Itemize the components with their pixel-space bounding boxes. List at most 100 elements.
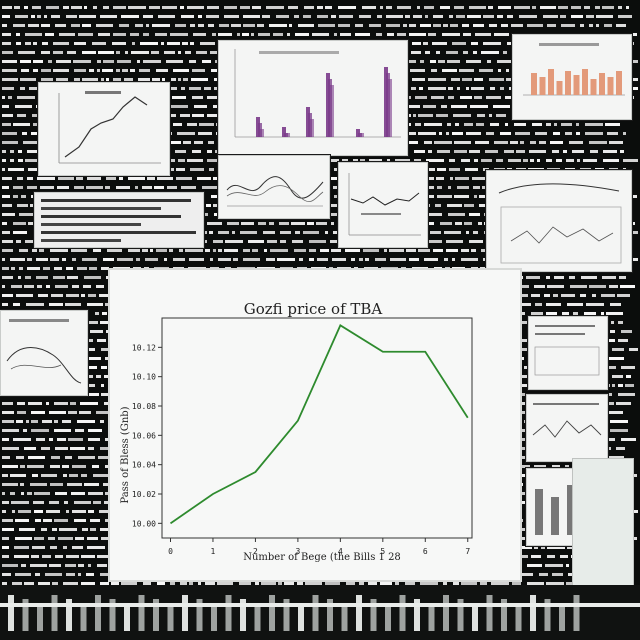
- background-text-mark: [24, 582, 34, 585]
- background-text-mark: [618, 393, 635, 396]
- background-text-mark: [459, 69, 474, 72]
- background-text-mark: [520, 375, 530, 378]
- background-text-mark: [280, 231, 291, 234]
- background-text-mark: [48, 60, 52, 63]
- background-text-mark: [520, 141, 524, 144]
- background-text-mark: [456, 15, 465, 18]
- background-text-mark: [534, 465, 546, 468]
- background-text-mark: [43, 519, 52, 522]
- background-text-mark: [453, 114, 471, 117]
- background-text-mark: [218, 33, 232, 36]
- background-text-mark: [198, 15, 202, 18]
- background-text-mark: [522, 555, 528, 558]
- background-text-mark: [75, 429, 84, 432]
- background-text-mark: [209, 168, 214, 171]
- background-text-mark: [98, 456, 112, 459]
- background-text-mark: [303, 231, 319, 234]
- background-text-mark: [472, 177, 487, 180]
- background-text-mark: [170, 582, 175, 585]
- background-text-mark: [58, 177, 74, 180]
- bottom-decoration: [0, 585, 640, 640]
- background-text-mark: [258, 33, 270, 36]
- background-text-mark: [19, 267, 23, 270]
- background-text-mark: [18, 150, 22, 153]
- background-text-mark: [387, 159, 390, 162]
- background-text-mark: [618, 6, 622, 9]
- background-text-mark: [66, 573, 75, 576]
- background-text-mark: [592, 294, 596, 297]
- background-text-mark: [13, 438, 31, 441]
- background-text-mark: [506, 69, 509, 72]
- background-text-mark: [504, 150, 514, 153]
- background-text-mark: [269, 24, 287, 27]
- background-text-mark: [317, 258, 328, 261]
- background-text-mark: [202, 60, 211, 63]
- background-text-mark: [81, 474, 87, 477]
- background-text-mark: [99, 294, 115, 297]
- background-text-mark: [526, 276, 540, 279]
- background-text-mark: [312, 33, 329, 36]
- background-text-mark: [345, 249, 360, 252]
- orange-bar: [539, 77, 546, 95]
- background-text-mark: [185, 249, 203, 252]
- background-text-mark: [523, 159, 528, 162]
- background-text-mark: [74, 78, 80, 81]
- background-text-mark: [205, 249, 210, 252]
- background-text-mark: [474, 78, 483, 81]
- background-text-mark: [473, 186, 480, 189]
- background-text-mark: [330, 240, 343, 243]
- background-text-mark: [57, 186, 69, 189]
- background-text-mark: [18, 510, 31, 513]
- background-text-mark: [15, 519, 29, 522]
- background-text-mark: [95, 312, 99, 315]
- background-text-mark: [620, 285, 635, 288]
- background-text-mark: [12, 510, 15, 513]
- background-text-mark: [20, 483, 24, 486]
- background-text-mark: [270, 249, 288, 252]
- background-text-mark: [535, 303, 542, 306]
- background-text-mark: [90, 519, 100, 522]
- background-text-mark: [2, 411, 14, 414]
- background-text-mark: [197, 177, 211, 180]
- background-text-mark: [218, 258, 231, 261]
- background-text-mark: [2, 159, 6, 162]
- background-text-mark: [80, 402, 98, 405]
- background-text-mark: [483, 168, 489, 171]
- background-text-mark: [41, 51, 50, 54]
- background-text-mark: [425, 15, 428, 18]
- background-text-mark: [2, 456, 10, 459]
- background-text-mark: [25, 276, 31, 279]
- background-text-mark: [224, 15, 239, 18]
- background-text-mark: [266, 258, 275, 261]
- background-text-mark: [227, 222, 239, 225]
- background-text-mark: [83, 285, 91, 288]
- background-text-mark: [32, 474, 38, 477]
- background-text-mark: [2, 438, 9, 441]
- background-text-mark: [490, 87, 495, 90]
- background-text-mark: [189, 258, 204, 261]
- text-snippet-lines: [41, 199, 196, 242]
- background-text-mark: [208, 141, 214, 144]
- background-text-mark: [563, 150, 567, 153]
- purple-bar-chart: [234, 49, 401, 138]
- background-text-mark: [320, 249, 329, 252]
- right-sheet-2: [526, 394, 608, 462]
- background-text-mark: [81, 294, 85, 297]
- background-text-mark: [98, 33, 110, 36]
- background-text-mark: [166, 60, 183, 63]
- background-text-mark: [623, 168, 626, 171]
- background-text-mark: [38, 294, 48, 297]
- background-text-mark: [53, 42, 69, 45]
- background-text-mark: [586, 303, 604, 306]
- background-text-mark: [377, 15, 382, 18]
- bottom-strip-mark: [443, 595, 449, 631]
- background-text-mark: [35, 519, 41, 522]
- bottom-strip-mark: [124, 603, 130, 631]
- background-text-mark: [204, 87, 211, 90]
- background-text-mark: [180, 582, 187, 585]
- background-text-mark: [609, 141, 623, 144]
- background-text-mark: [178, 78, 181, 81]
- background-text-mark: [405, 132, 416, 135]
- background-text-mark: [333, 231, 338, 234]
- background-text-mark: [106, 330, 109, 333]
